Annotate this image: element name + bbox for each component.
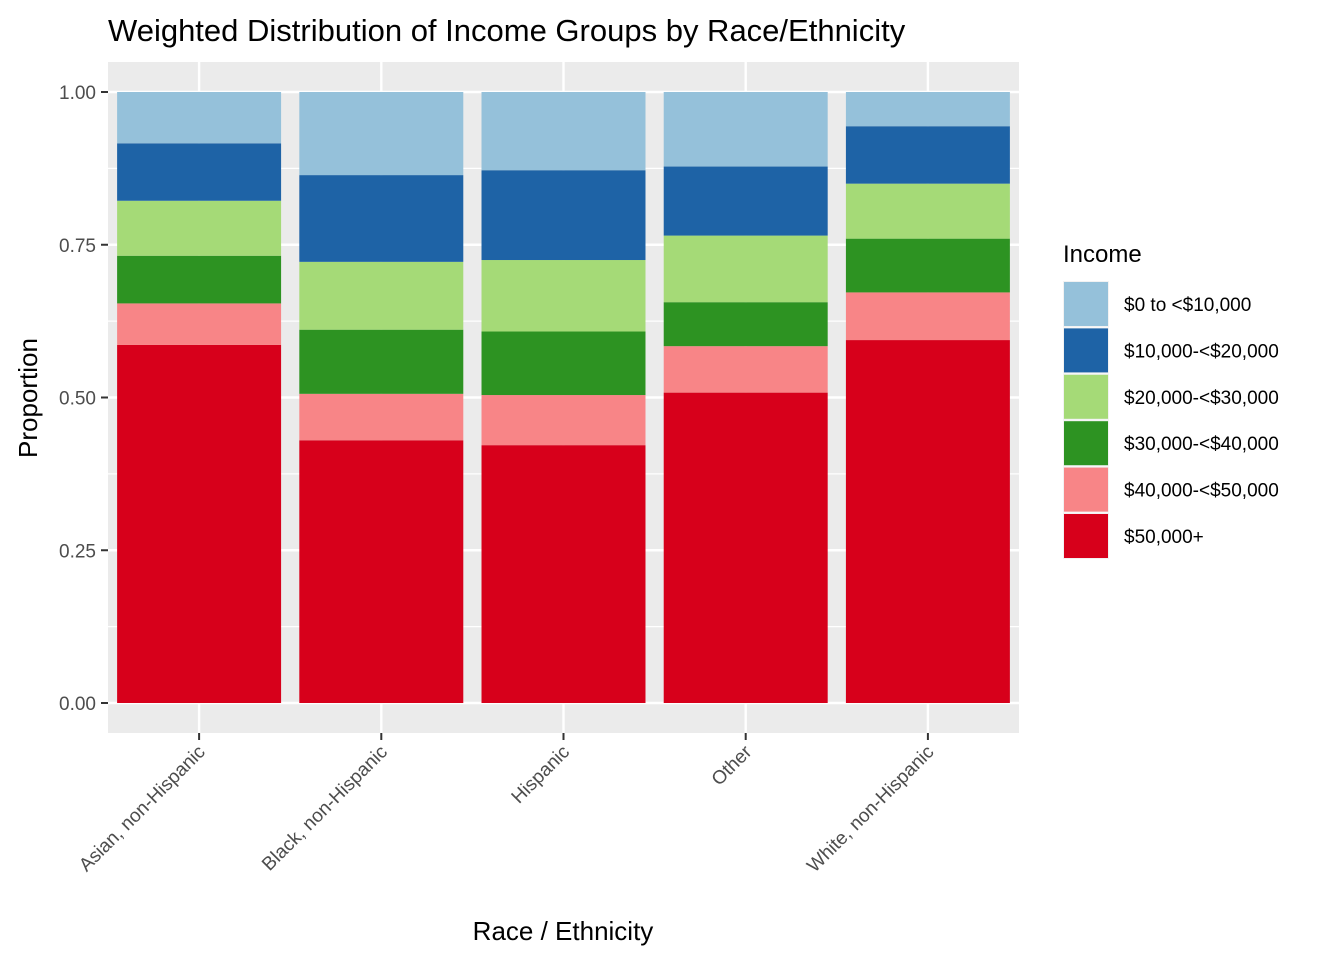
x-tick-label: Asian, non-Hispanic [75, 742, 209, 876]
legend-label: $10,000-<$20,000 [1124, 341, 1279, 362]
bar-segment [299, 329, 464, 394]
bar-segment [299, 261, 464, 330]
legend-key [1064, 328, 1108, 373]
y-tick-label: 0.50 [59, 389, 96, 410]
legend-label: $0 to <$10,000 [1124, 295, 1251, 316]
legend-key [1064, 514, 1108, 558]
x-axis: Asian, non-Hispanic Black, non-Hispanic Hi… [75, 733, 938, 877]
legend-label: $50,000+ [1124, 527, 1204, 548]
legend: Income $0 to <$10,000 $10,000-<$20,000 $20… [1063, 241, 1279, 559]
x-tick-label: Other [708, 741, 757, 790]
x-tick-label: Hispanic [508, 742, 574, 808]
bar-segment [299, 92, 464, 176]
x-tick-label: Black, non-Hispanic [258, 742, 392, 876]
y-tick-label: 1.00 [59, 83, 96, 104]
legend-title: Income [1063, 241, 1142, 268]
bar-segment [117, 143, 282, 201]
legend-key [1064, 421, 1108, 466]
bar-segment [481, 395, 646, 446]
bar-segment [117, 92, 282, 144]
x-tick-label: White, non-Hispanic [803, 742, 938, 877]
bar-segment [117, 303, 282, 345]
y-axis: 0.00 0.25 0.50 0.75 1.00 [59, 83, 108, 715]
bar-segment [663, 346, 828, 393]
bar-segment [845, 340, 1010, 703]
bar-segment [663, 392, 828, 703]
bar-segment [663, 235, 828, 303]
legend-key [1064, 374, 1108, 419]
legend-label: $20,000-<$30,000 [1124, 388, 1279, 409]
y-tick-label: 0.75 [59, 236, 96, 257]
x-axis-title: Race / Ethnicity [473, 916, 654, 946]
bar-segment [481, 92, 646, 171]
y-tick-label: 0.00 [59, 694, 96, 715]
bar-segment [663, 92, 828, 167]
legend-label: $40,000-<$50,000 [1124, 481, 1279, 502]
bars [117, 92, 1010, 703]
bar-segment [845, 238, 1010, 293]
bar-segment [663, 166, 828, 236]
bar-segment [299, 393, 464, 441]
bar-segment [481, 445, 646, 703]
legend-key [1064, 282, 1108, 326]
bar-segment [299, 175, 464, 262]
chart-title: Weighted Distribution of Income Groups b… [108, 13, 906, 48]
bar-segment [845, 292, 1010, 341]
bar-segment [481, 260, 646, 332]
bar-segment [845, 126, 1010, 184]
bar-segment [117, 200, 282, 256]
y-tick-label: 0.25 [59, 541, 96, 562]
bar-segment [299, 440, 464, 703]
bar-segment [663, 302, 828, 347]
bar-segment [845, 92, 1010, 127]
y-axis-title: Proportion [13, 338, 43, 458]
bar-segment [845, 183, 1010, 239]
bar-segment [481, 331, 646, 396]
bar-segment [117, 344, 282, 703]
legend-label: $30,000-<$40,000 [1124, 434, 1279, 455]
legend-key [1064, 467, 1108, 512]
bar-segment [481, 170, 646, 261]
bar-segment [117, 255, 282, 304]
